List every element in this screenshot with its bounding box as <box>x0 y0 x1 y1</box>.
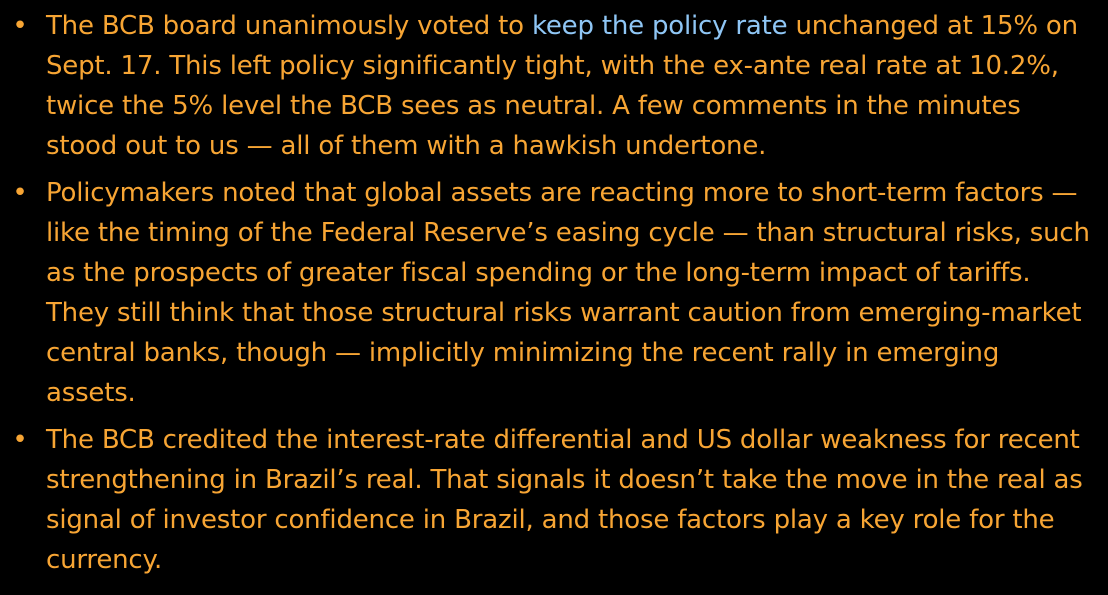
bullet-text: The BCB credited the interest-rate diffe… <box>46 425 1083 575</box>
policy-rate-link[interactable]: keep the policy rate <box>531 11 788 41</box>
bullet-text-after-link: unchanged at 15% on Sept. 17. This left … <box>46 11 1078 161</box>
bullet-item-global-assets: • Policymakers noted that global assets … <box>0 173 1108 413</box>
bullet-icon: • <box>12 425 28 455</box>
bullet-list: • The BCB board unanimously voted to kee… <box>0 6 1108 587</box>
bullet-icon: • <box>12 11 28 41</box>
bullet-item-brazil-real: • The BCB credited the interest-rate dif… <box>0 420 1108 580</box>
bullet-text: Policymakers noted that global assets ar… <box>46 178 1090 408</box>
bullet-text-before-link: The BCB board unanimously voted to <box>46 11 532 41</box>
bullet-item-policy-rate: • The BCB board unanimously voted to kee… <box>0 6 1108 166</box>
bullet-icon: • <box>12 178 28 208</box>
